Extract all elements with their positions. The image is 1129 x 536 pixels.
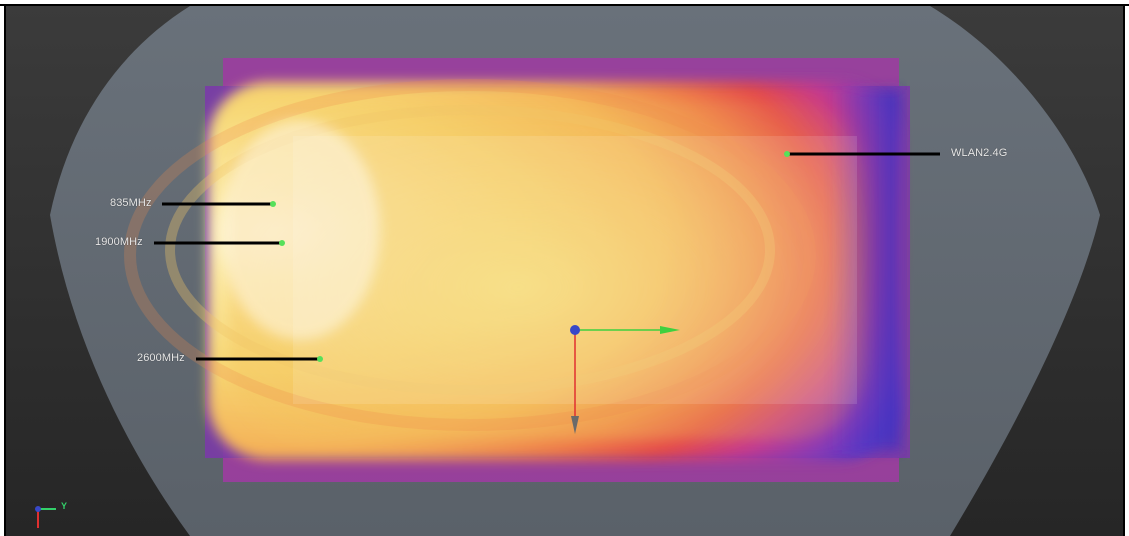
probe-label-835: 835MHz — [110, 197, 152, 209]
origin-sphere — [570, 325, 580, 335]
mini-axis-y-label: Y — [61, 501, 68, 511]
x-axis-arrow — [660, 326, 680, 334]
probe-dot-2600 — [317, 356, 323, 362]
probe-label-2600: 2600MHz — [137, 352, 185, 364]
frame-right-border — [1123, 4, 1125, 536]
probe-dot-1900 — [279, 240, 285, 246]
mini-axis-triad — [35, 506, 56, 528]
probe-label-1900: 1900MHz — [95, 236, 143, 248]
probe-label-wlan: WLAN2.4G — [951, 147, 1008, 159]
center-axis-triad — [570, 325, 680, 434]
frame-top-border — [0, 4, 1129, 6]
sar-heat-distribution — [124, 79, 900, 460]
probe-dot-wlan — [784, 151, 790, 157]
frame-left-border — [4, 4, 6, 536]
probe-dot-835 — [270, 201, 276, 207]
z-axis-arrow — [571, 416, 579, 434]
probe-leaders — [154, 151, 940, 362]
